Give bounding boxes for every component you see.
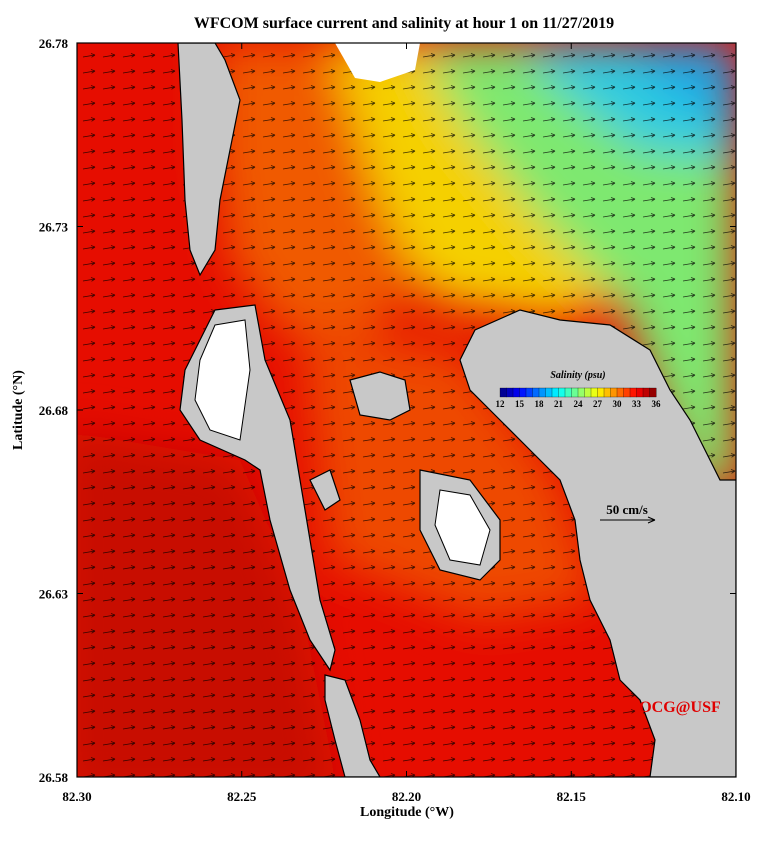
y-tick-label: 26.73	[39, 220, 69, 235]
land	[324, 674, 381, 777]
colorbar-tick-label: 24	[574, 399, 584, 409]
land	[459, 309, 736, 777]
colorbar-cell	[499, 387, 507, 398]
colorbar-tick-label: 36	[652, 399, 662, 409]
colorbar-tick-label: 21	[554, 399, 564, 409]
x-tick-label: 82.20	[392, 789, 421, 804]
credit: OCG@USF	[639, 699, 721, 716]
colorbar-cell	[564, 387, 572, 398]
x-tick-label: 82.15	[557, 789, 587, 804]
colorbar-tick-label: 18	[535, 399, 545, 409]
y-tick-label: 26.68	[39, 403, 69, 418]
inland-area	[194, 319, 251, 441]
colorbar-tick-label: 12	[496, 399, 506, 409]
colorbar-cell	[532, 387, 540, 398]
colorbar-cell	[610, 387, 618, 398]
colorbar-tick-label: 27	[593, 399, 603, 409]
x-tick-label: 82.10	[721, 789, 750, 804]
colorbar-cell	[590, 387, 598, 398]
colorbar-cell	[519, 387, 527, 398]
colorbar-cell	[577, 387, 585, 398]
colorbar-tick-label: 33	[632, 399, 642, 409]
scale-arrow-head	[647, 516, 656, 524]
colorbar-cell	[506, 387, 514, 398]
plot-area	[77, 43, 736, 777]
y-axis-label: Latitude (°N)	[11, 370, 26, 450]
x-tick-label: 82.30	[62, 789, 91, 804]
colorbar-cell	[584, 387, 592, 398]
land	[309, 469, 341, 511]
colorbar-tick-label: 15	[515, 399, 525, 409]
colorbar-cell	[512, 387, 520, 398]
inland-area	[434, 489, 491, 566]
x-tick-label: 82.25	[227, 789, 257, 804]
colorbar-cell	[629, 387, 637, 398]
colorbar-cell	[525, 387, 533, 398]
colorbar-cell	[603, 387, 611, 398]
colorbar-cell	[642, 387, 650, 398]
y-tick-label: 26.58	[39, 770, 69, 785]
map-title: WFCOM surface current and salinity at ho…	[194, 15, 614, 32]
land	[349, 371, 411, 421]
colorbar-cell	[558, 387, 566, 398]
colorbar-tick-label: 30	[613, 399, 623, 409]
colorbar: Salinity (psu) 12 15 18 21 24 27 30 33 36	[496, 370, 662, 409]
colorbar-title: Salinity (psu)	[550, 370, 605, 381]
colorbar-cell	[571, 387, 579, 398]
land	[177, 43, 241, 277]
scale-arrow-label: 50 cm/s	[606, 502, 648, 517]
colorbar-cell	[597, 387, 605, 398]
x-axis-label: Longitude (°W)	[360, 805, 454, 820]
no-data-area	[335, 43, 420, 82]
colorbar-cell	[538, 387, 546, 398]
colorbar-cell	[545, 387, 553, 398]
y-tick-label: 26.63	[39, 587, 69, 602]
colorbar-cell	[649, 387, 657, 398]
colorbar-cell	[623, 387, 631, 398]
colorbar-cell	[636, 387, 644, 398]
colorbar-cell	[551, 387, 559, 398]
colorbar-cell	[616, 387, 624, 398]
y-tick-label: 26.78	[39, 36, 69, 51]
